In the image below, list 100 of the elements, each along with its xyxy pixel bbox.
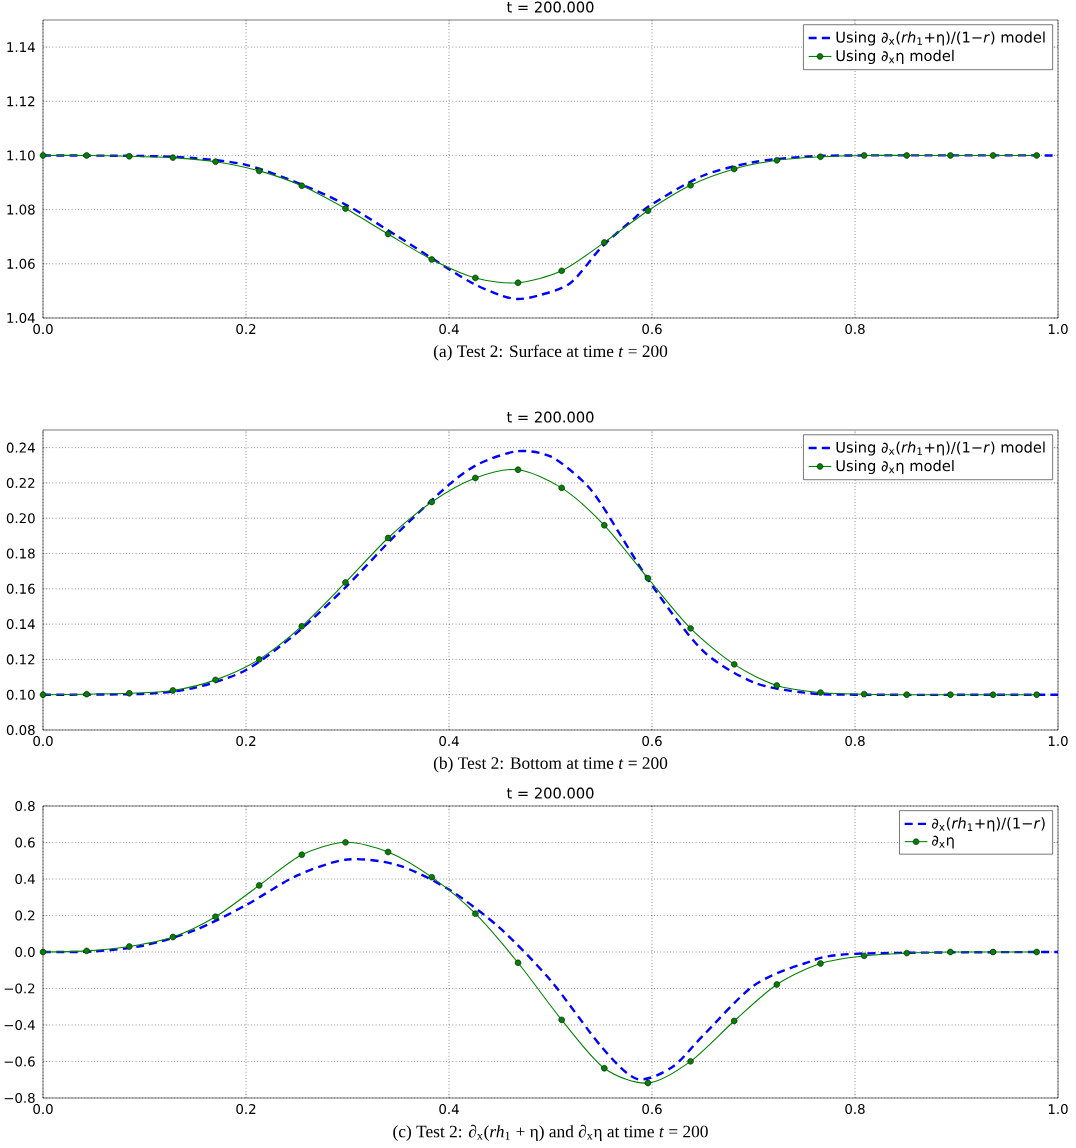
legend-label: Using ∂$_{x}$η model: [836, 459, 954, 475]
point: [687, 1058, 694, 1065]
y-tick-label: 1.06: [7, 258, 35, 269]
x-tick-label: 1.0: [1048, 324, 1068, 335]
point: [817, 689, 824, 696]
point: [384, 848, 392, 856]
y-tick-label: 1.12: [7, 96, 35, 107]
point: [342, 205, 349, 212]
text: (c) Test 2: ∂$_{x}$(rh$_{1}$ + η) and ∂$_{x}$η at time t = 200: [393, 1124, 708, 1141]
y-tick-label: 0.2: [15, 910, 35, 921]
point: [731, 1017, 738, 1025]
point: [947, 152, 954, 159]
y-tick-label: 0.10: [6, 689, 35, 700]
point: [83, 947, 90, 955]
point: [428, 256, 435, 263]
y-tick-label: 0.6: [15, 837, 35, 848]
y-tick-label: −0.6: [4, 1056, 35, 1067]
x-tick-label: 0.0: [33, 736, 53, 747]
x-tick-label: 1.0: [1048, 1104, 1068, 1115]
point: [212, 913, 219, 920]
point: [773, 981, 781, 988]
point: [903, 691, 910, 698]
x-tick-label: 0.8: [845, 1104, 865, 1115]
x-tick-label: 1.0: [1048, 736, 1068, 747]
point: [601, 239, 608, 246]
y-tick-label: −0.8: [4, 1092, 35, 1104]
y-tick-label: 0.14: [6, 619, 35, 630]
x-tick-label: 0.2: [236, 736, 256, 747]
y-tick-label: 1.14: [7, 42, 35, 52]
point: [169, 687, 177, 694]
x-tick-label: 0.6: [642, 1104, 662, 1115]
point: [212, 158, 219, 165]
y-tick-label: 1.04: [7, 312, 35, 324]
x-tick-label: 0.0: [33, 324, 53, 335]
point: [39, 152, 47, 159]
point: [773, 157, 781, 164]
point: [298, 623, 306, 630]
point: [384, 230, 392, 238]
point: [428, 498, 435, 506]
point: [644, 575, 652, 582]
point: [39, 948, 47, 956]
y-tick-label: 0.12: [6, 654, 35, 665]
point: [989, 691, 997, 698]
point: [903, 152, 910, 159]
point: [472, 474, 479, 482]
y-tick-label: 1.10: [7, 150, 35, 161]
point: [1033, 948, 1040, 956]
point: [601, 522, 608, 529]
y-tick-label: 0.16: [6, 583, 35, 594]
point: [558, 1016, 565, 1024]
text: (b) Test 2: Bottom at time t = 200: [433, 756, 668, 773]
point: [1033, 152, 1040, 159]
point: [255, 656, 263, 663]
x-tick-label: 0.2: [236, 324, 256, 335]
point: [601, 1065, 608, 1072]
chart-title: t = 200.000: [506, 787, 594, 799]
point: [817, 153, 824, 160]
x-tick-label: 0.4: [439, 324, 459, 335]
x-tick-label: 0.4: [439, 736, 459, 747]
x-tick-label: 0.6: [642, 324, 662, 335]
point: [514, 959, 522, 966]
point: [989, 152, 997, 159]
point: [903, 949, 910, 957]
legend-label: Using ∂$_{x}$(rh$_{1}$+η)/(1−r) model: [836, 31, 1045, 46]
point: [169, 933, 177, 941]
x-tick-label: 0.8: [845, 736, 865, 747]
y-tick-label: −0.4: [4, 1019, 35, 1031]
point: [384, 534, 392, 542]
point: [342, 839, 349, 846]
point: [169, 154, 177, 161]
point: [83, 690, 90, 698]
y-tick-label: 0.4: [15, 873, 35, 885]
point: [298, 182, 306, 189]
legend-label: ∂$_{x}$(rh$_{1}$+η)/(1−r): [932, 817, 1045, 832]
point: [126, 943, 133, 950]
y-tick-label: 0.22: [6, 477, 35, 488]
point: [687, 625, 694, 632]
point: [514, 466, 522, 473]
point: [947, 691, 954, 698]
point: [39, 691, 47, 698]
point: [342, 579, 349, 586]
point: [212, 676, 219, 684]
y-tick-label: 0.24: [6, 442, 35, 453]
point: [255, 167, 263, 175]
point: [126, 153, 133, 160]
point: [860, 952, 868, 960]
legend-label: ∂$_{x}$η: [932, 835, 954, 849]
point: [644, 1079, 652, 1087]
point: [83, 152, 90, 159]
point: [126, 690, 133, 697]
chart-title: t = 200.000: [506, 1, 594, 13]
legend-label: Using ∂$_{x}$η model: [836, 49, 954, 65]
point: [558, 484, 565, 492]
y-tick-label: −0.2: [4, 983, 35, 994]
point: [255, 882, 263, 889]
point: [644, 207, 652, 214]
x-tick-label: 0.8: [845, 324, 865, 335]
y-tick-label: 0.8: [15, 800, 35, 812]
y-tick-label: 0.0: [15, 946, 35, 958]
point: [472, 910, 479, 917]
